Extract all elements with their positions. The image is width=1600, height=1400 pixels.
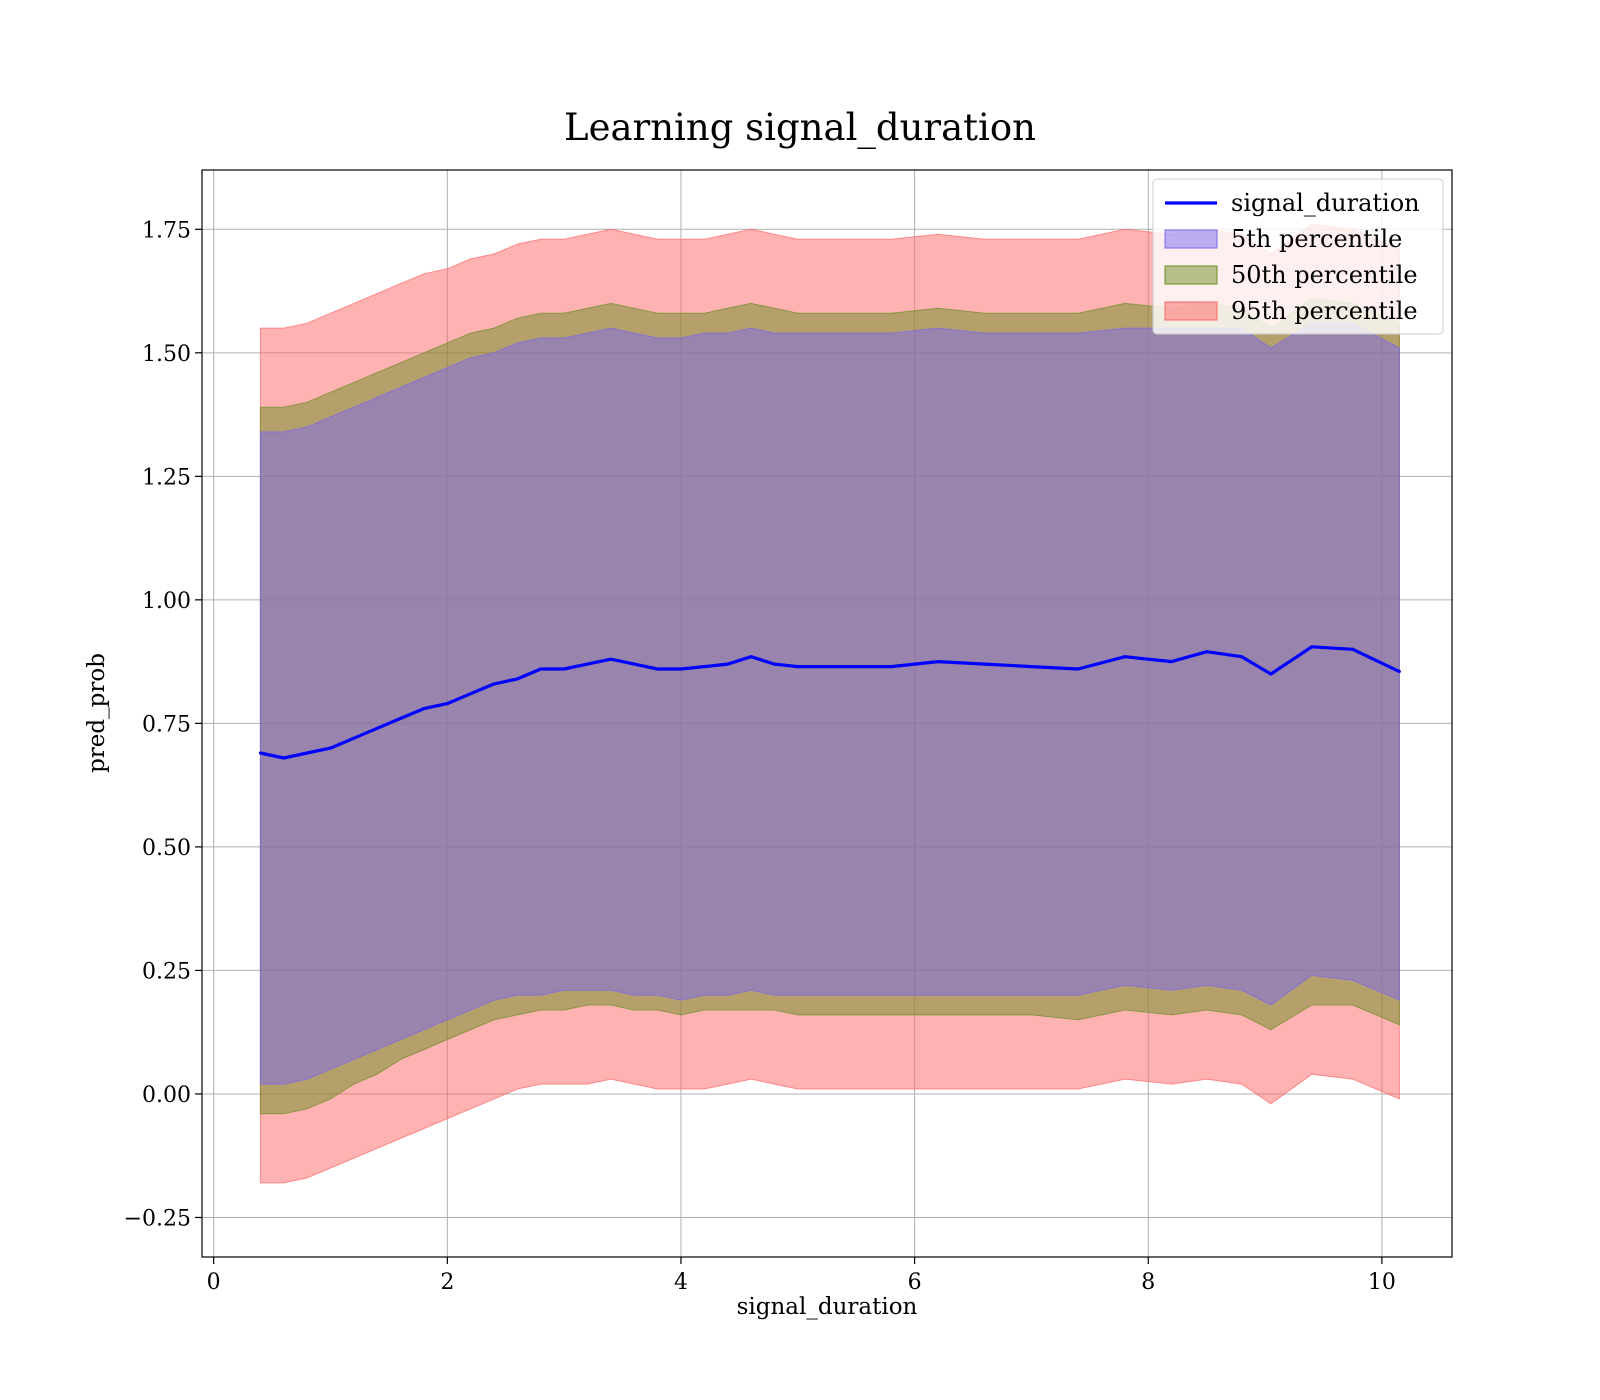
50th-percentile-legend-swatch <box>1164 265 1218 285</box>
signal-duration-line <box>260 645 1401 760</box>
signal-duration-point <box>983 662 987 666</box>
signal-duration-point <box>1170 660 1174 664</box>
signal-duration-point <box>1351 647 1355 651</box>
signal-duration-point <box>305 751 309 755</box>
legend: signal_duration 5th percentile 50th percen… <box>1152 178 1444 335</box>
5th-percentile-legend-label: 5th percentile <box>1231 225 1402 253</box>
5th-percentile-band <box>259 322 1400 1085</box>
signal-duration-point <box>562 667 566 671</box>
y-axis-label: pred_prob <box>84 653 110 773</box>
x-tick-label: 2 <box>440 1270 454 1295</box>
signal-duration-point <box>1397 670 1401 673</box>
y-tick-label: 0.50 <box>142 836 191 861</box>
signal-duration-point <box>1240 655 1244 659</box>
5th-percentile-legend-swatch <box>1164 229 1218 249</box>
y-tick-label: 1.25 <box>142 465 191 490</box>
50th-percentile-legend-label: 50th percentile <box>1231 261 1418 289</box>
signal-duration-point <box>609 657 613 661</box>
signal-duration-point <box>702 665 706 669</box>
signal-duration-point <box>772 662 776 666</box>
signal-duration-point <box>515 677 519 681</box>
95th-percentile-legend-swatch <box>1164 301 1218 321</box>
signal-duration-point <box>539 667 543 671</box>
y-tick-label: 0.25 <box>142 959 191 984</box>
legend-box <box>1152 178 1444 335</box>
y-tick-label: 0.75 <box>142 712 191 737</box>
signal-duration-point <box>329 746 332 750</box>
signal-duration-point <box>282 756 286 760</box>
signal-duration-point <box>726 662 730 666</box>
signal-duration-point <box>749 655 753 659</box>
chart-title: Learning signal_duration <box>564 106 1036 150</box>
signal-duration-point <box>1310 645 1314 649</box>
x-tick-label: 0 <box>207 1270 221 1295</box>
signal-duration-point <box>352 736 356 740</box>
signal-duration-point <box>1269 672 1273 676</box>
signal-duration-point <box>889 665 893 669</box>
signal-duration-point <box>656 667 660 671</box>
y-tick-label: 1.75 <box>142 218 191 243</box>
signal-duration-point <box>1076 667 1080 671</box>
y-tick-label: 1.00 <box>142 589 191 614</box>
signal-duration-point <box>936 660 940 664</box>
x-axis-label: signal_duration <box>737 1294 918 1320</box>
x-tick-label: 4 <box>674 1270 688 1295</box>
95th-percentile-legend-label: 95th percentile <box>1231 297 1418 325</box>
signal-duration-point <box>1123 655 1127 659</box>
signal-duration-point <box>469 692 473 696</box>
signal-duration-point <box>258 751 262 755</box>
x-tick-label: 8 <box>1141 1270 1155 1295</box>
signal-duration-legend-label: signal_duration <box>1231 189 1420 217</box>
signal-duration-point <box>399 716 403 720</box>
y-tick-label: −0.25 <box>124 1206 191 1231</box>
x-tick-label: 10 <box>1368 1270 1396 1295</box>
plot-frame <box>201 169 1453 1258</box>
signal-duration-point <box>1205 650 1209 654</box>
x-tick-label: 6 <box>908 1270 922 1295</box>
signal-duration-point <box>375 726 379 730</box>
signal-duration-point <box>632 662 636 666</box>
signal-duration-point <box>445 702 449 706</box>
percentile-bands <box>259 223 1400 1184</box>
axis-ticks: 0 2 4 6 8 10 −0.25 0.00 0.25 0.50 0.75 1.00 1.25 1.50… <box>124 218 1396 1295</box>
signal-duration-point <box>586 662 589 666</box>
signal-duration-point <box>796 665 800 669</box>
signal-duration-point <box>492 682 496 686</box>
series-lines <box>258 645 1401 760</box>
signal-duration-point <box>843 665 846 669</box>
y-tick-label: 0.00 <box>142 1083 191 1108</box>
signal-duration-point <box>679 667 683 671</box>
y-tick-label: 1.50 <box>142 342 191 367</box>
signal-duration-point <box>422 707 426 711</box>
signal-duration-point <box>1029 665 1033 669</box>
